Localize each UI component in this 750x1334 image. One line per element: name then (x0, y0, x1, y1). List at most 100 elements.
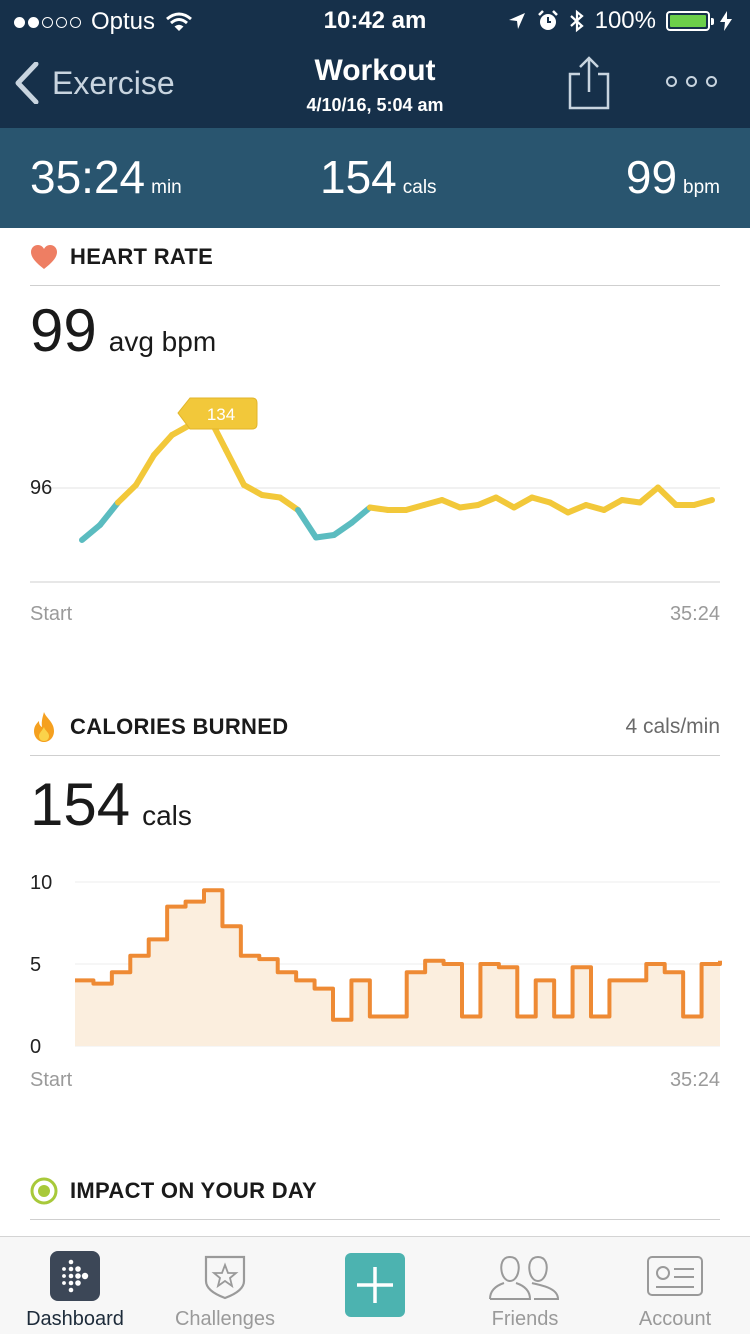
id-card-icon (647, 1256, 703, 1296)
carrier-info: Optus (14, 8, 193, 36)
status-right: 100% (507, 7, 732, 35)
bluetooth-icon (569, 9, 584, 33)
fitbit-dots-icon (50, 1251, 100, 1301)
star-badge-icon (204, 1255, 246, 1300)
plus-icon (345, 1253, 405, 1317)
share-icon (568, 56, 610, 110)
tab-label: Friends (491, 1308, 559, 1330)
hr-line-segment (313, 532, 337, 541)
cal-x-end: 35:24 (669, 1069, 720, 1091)
avg-bpm-value: 99 (30, 297, 97, 364)
heart-rate-value: 99 (625, 151, 678, 203)
cal-y-tick: 10 (30, 872, 52, 894)
status-bar: Optus 10:42 am 100% (0, 0, 750, 40)
back-button[interactable]: Exercise (14, 62, 175, 104)
hr-line-segment (493, 494, 517, 511)
calories-header: CALORIES BURNED 4 cals/min (30, 698, 720, 756)
dot-icon (666, 76, 677, 87)
tab-label: Account (638, 1308, 712, 1330)
chevron-left-icon (15, 62, 39, 104)
hr-line-segment (637, 484, 661, 506)
hr-line-segment (331, 519, 355, 538)
cal-line (75, 888, 722, 1022)
cal-x-start: Start (30, 1069, 73, 1091)
hr-line-segment (133, 452, 157, 488)
hr-line-segment (151, 432, 175, 458)
hr-line-segment (349, 504, 373, 526)
add-button[interactable] (300, 1237, 450, 1334)
more-options-button[interactable] (666, 76, 717, 87)
charging-bolt-icon (720, 11, 732, 31)
heart-rate-average: 99 avg bpm (30, 296, 216, 365)
hr-line-segment (223, 447, 247, 488)
hr-line-segment (439, 497, 463, 511)
cal-y-tick: 0 (30, 1036, 41, 1058)
tab-label: Dashboard (26, 1308, 124, 1330)
hr-line-segment (367, 504, 391, 513)
heart-rate-unit: bpm (683, 177, 720, 198)
wifi-icon (166, 12, 192, 31)
hr-line-segment (583, 502, 607, 513)
hr-line-segment (241, 482, 265, 498)
header: Optus 10:42 am 100% Exercise Workout 4/1… (0, 0, 750, 128)
heart-rate-header: HEART RATE (30, 228, 720, 286)
cal-area (75, 890, 720, 1046)
clock: 10:42 am (323, 7, 427, 34)
calories-total-unit: cals (142, 800, 192, 831)
hr-line-segment (529, 494, 553, 506)
hr-x-start: Start (30, 603, 73, 625)
battery-percent: 100% (594, 7, 656, 34)
cal-y-tick: 5 (30, 954, 41, 976)
duration-value: 35:24 (30, 151, 146, 203)
calories-stat: 154 cals (320, 150, 437, 204)
tab-bar: Dashboard Challenges Friends Account (0, 1236, 750, 1334)
location-arrow-icon (508, 13, 525, 29)
avg-bpm-unit: avg bpm (108, 326, 217, 357)
battery-icon (666, 11, 714, 31)
duration-stat: 35:24 min (30, 150, 182, 204)
hr-line-segment (169, 422, 193, 438)
tab-challenges[interactable]: Challenges (150, 1237, 300, 1334)
impact-header: IMPACT ON YOUR DAY (30, 1162, 720, 1220)
heart-rate-chart: 134 (30, 397, 720, 583)
tab-dashboard[interactable]: Dashboard (0, 1237, 150, 1334)
hr-line-segment (79, 522, 103, 543)
tab-friends[interactable]: Friends (450, 1237, 600, 1334)
page-title: Workout (314, 54, 436, 87)
calories-rate: 4 cals/min (625, 714, 720, 738)
calories-title: CALORIES BURNED (70, 713, 289, 739)
nav-bar: Exercise Workout 4/10/16, 5:04 am (0, 40, 750, 128)
target-icon (30, 1177, 58, 1204)
carrier-name: Optus (91, 8, 156, 35)
heart-rate-title: HEART RATE (70, 243, 214, 269)
share-button[interactable] (566, 54, 612, 117)
signal-strength-icon (14, 16, 81, 28)
calories-value: 154 (320, 151, 397, 203)
impact-title: IMPACT ON YOUR DAY (70, 1177, 318, 1203)
summary-bar: 35:24 min 154 cals 99 bpm (0, 128, 750, 228)
hr-line-segment (277, 494, 301, 513)
page-subtitle: 4/10/16, 5:04 am (306, 95, 444, 115)
hr-line-segment (655, 484, 679, 508)
dot-icon (706, 76, 717, 87)
hr-line-segment (547, 499, 571, 516)
heart-icon (31, 244, 57, 269)
peak-tooltip: 134 (177, 397, 258, 430)
hr-line-segment (97, 499, 121, 528)
calories-unit: cals (402, 177, 437, 198)
hr-line-segment (403, 502, 427, 513)
flame-icon (34, 711, 54, 742)
hr-line-segment (619, 497, 643, 506)
dot-icon (686, 76, 697, 87)
calories-chart: 0 5 10 (30, 872, 722, 1058)
hr-line-segment (115, 482, 139, 506)
hr-line-segment (475, 494, 499, 508)
tab-label: Challenges (174, 1308, 276, 1330)
tab-account[interactable]: Account (600, 1237, 750, 1334)
peak-label: 134 (207, 405, 235, 424)
hr-line-segment (457, 502, 481, 511)
hr-line-segment (601, 497, 625, 513)
back-label: Exercise (52, 64, 175, 101)
hr-line-segment (259, 492, 283, 501)
hr-line-segment (565, 502, 589, 516)
